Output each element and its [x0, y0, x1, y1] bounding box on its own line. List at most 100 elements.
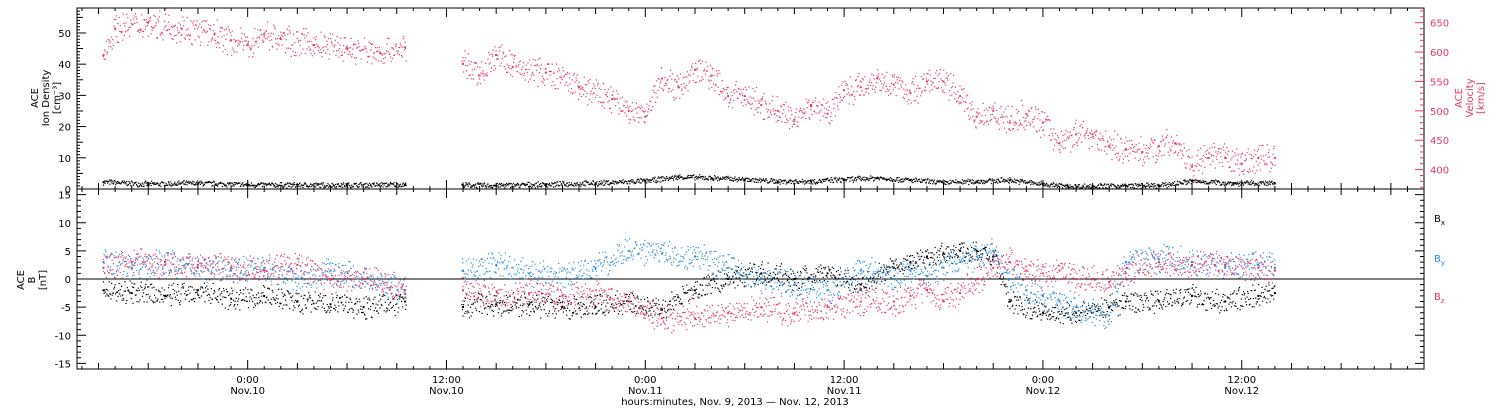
- velocity-series-sample: [1136, 144, 1137, 145]
- bx-series-point: [197, 289, 199, 291]
- velocity-series-sample: [880, 80, 881, 81]
- velocity-series-sample: [820, 120, 821, 121]
- density-series-sample: [369, 183, 370, 184]
- velocity-series-sample: [128, 29, 129, 30]
- density-series-sample: [170, 181, 171, 182]
- density-series-sample: [1211, 180, 1212, 181]
- density-series-sample: [1033, 184, 1034, 185]
- density-series-sample: [335, 188, 336, 189]
- density-series-sample: [613, 183, 614, 184]
- velocity-series-sample: [375, 47, 376, 48]
- velocity-series-sample: [1005, 116, 1006, 117]
- velocity-series-sample: [494, 65, 495, 66]
- density-series-sample: [379, 185, 380, 186]
- bx-series-sample: [360, 306, 361, 307]
- velocity-series-sample: [536, 65, 537, 66]
- velocity-series-sample: [931, 84, 932, 85]
- density-series-sample: [541, 187, 542, 188]
- density-series-sample: [571, 182, 572, 183]
- velocity-series-sample: [660, 81, 661, 82]
- velocity-series-sample: [1218, 151, 1219, 152]
- density-series-sample: [492, 187, 493, 188]
- velocity-series-sample: [1187, 164, 1188, 165]
- velocity-series-sample: [491, 54, 492, 55]
- velocity-series-sample: [972, 102, 973, 103]
- velocity-series-sample: [1226, 147, 1227, 148]
- density-series-sample: [782, 180, 783, 181]
- density-series-sample: [537, 187, 538, 188]
- density-series-sample: [711, 178, 712, 179]
- density-series-sample: [1258, 183, 1259, 184]
- bx-series-point: [1257, 295, 1259, 297]
- velocity-series-sample: [495, 68, 496, 69]
- bx-series-sample: [360, 309, 361, 310]
- velocity-series-sample: [1028, 110, 1029, 111]
- density-series-sample: [311, 184, 312, 185]
- velocity-series-sample: [170, 33, 171, 34]
- density-series-sample: [926, 182, 927, 183]
- velocity-series-sample: [1156, 162, 1157, 163]
- velocity-series-sample: [1193, 175, 1194, 176]
- density-series-sample: [646, 178, 647, 179]
- velocity-series-sample: [948, 100, 949, 101]
- density-series-sample: [829, 180, 830, 181]
- velocity-series-sample: [497, 55, 498, 56]
- velocity-series-sample: [648, 109, 649, 110]
- density-series-sample: [245, 184, 246, 185]
- density-series-sample: [891, 178, 892, 179]
- density-series-sample: [396, 182, 397, 183]
- density-series-sample: [196, 182, 197, 183]
- density-series-sample: [859, 178, 860, 179]
- bx-series-sample: [153, 287, 154, 288]
- velocity-series-sample: [845, 81, 846, 82]
- velocity-series-sample: [707, 70, 708, 71]
- velocity-series-sample: [824, 113, 825, 114]
- density-series-sample: [670, 178, 671, 179]
- velocity-series-sample: [1077, 142, 1078, 143]
- velocity-series-sample: [327, 49, 328, 50]
- velocity-series-sample: [862, 78, 863, 79]
- velocity-series-sample: [486, 73, 487, 74]
- velocity-series-sample: [605, 89, 606, 90]
- velocity-series-sample: [1197, 155, 1198, 156]
- density-series-sample: [886, 180, 887, 181]
- bx-series-sample: [305, 304, 306, 305]
- velocity-series-sample: [1031, 107, 1032, 108]
- density-series-sample: [877, 177, 878, 178]
- density-series-sample: [1215, 179, 1216, 180]
- density-series-sample: [485, 186, 486, 187]
- velocity-series-sample: [707, 66, 708, 67]
- density-series-sample: [476, 187, 477, 188]
- velocity-series-sample: [678, 85, 679, 86]
- velocity-series-sample: [1198, 150, 1199, 151]
- density-series-sample: [805, 180, 806, 181]
- density-series-sample: [287, 183, 288, 184]
- velocity-series-sample: [280, 32, 281, 33]
- velocity-series-sample: [1125, 156, 1126, 157]
- velocity-series-sample: [463, 71, 464, 72]
- density-series-sample: [757, 179, 758, 180]
- velocity-series-sample: [1255, 173, 1256, 174]
- velocity-series-sample: [242, 41, 243, 42]
- velocity-series-point: [578, 86, 580, 88]
- density-series-sample: [955, 182, 956, 183]
- velocity-series-sample: [888, 91, 889, 92]
- density-series-sample: [104, 181, 105, 182]
- velocity-series-sample: [505, 55, 506, 56]
- velocity-series-sample: [521, 69, 522, 70]
- velocity-series-point: [810, 104, 812, 106]
- velocity-series-sample: [319, 52, 320, 53]
- velocity-series-sample: [160, 33, 161, 34]
- density-series-sample: [315, 183, 316, 184]
- velocity-series-sample: [1147, 153, 1148, 154]
- density-series-sample: [622, 182, 623, 183]
- velocity-series-sample: [591, 102, 592, 103]
- velocity-series-sample: [369, 42, 370, 43]
- velocity-series-sample: [174, 26, 175, 27]
- velocity-series-sample: [962, 89, 963, 90]
- velocity-series-sample: [1009, 128, 1010, 129]
- density-series-sample: [1202, 182, 1203, 183]
- velocity-series-sample: [940, 78, 941, 79]
- density-series-sample: [1059, 183, 1060, 184]
- density-series-sample: [1112, 188, 1113, 189]
